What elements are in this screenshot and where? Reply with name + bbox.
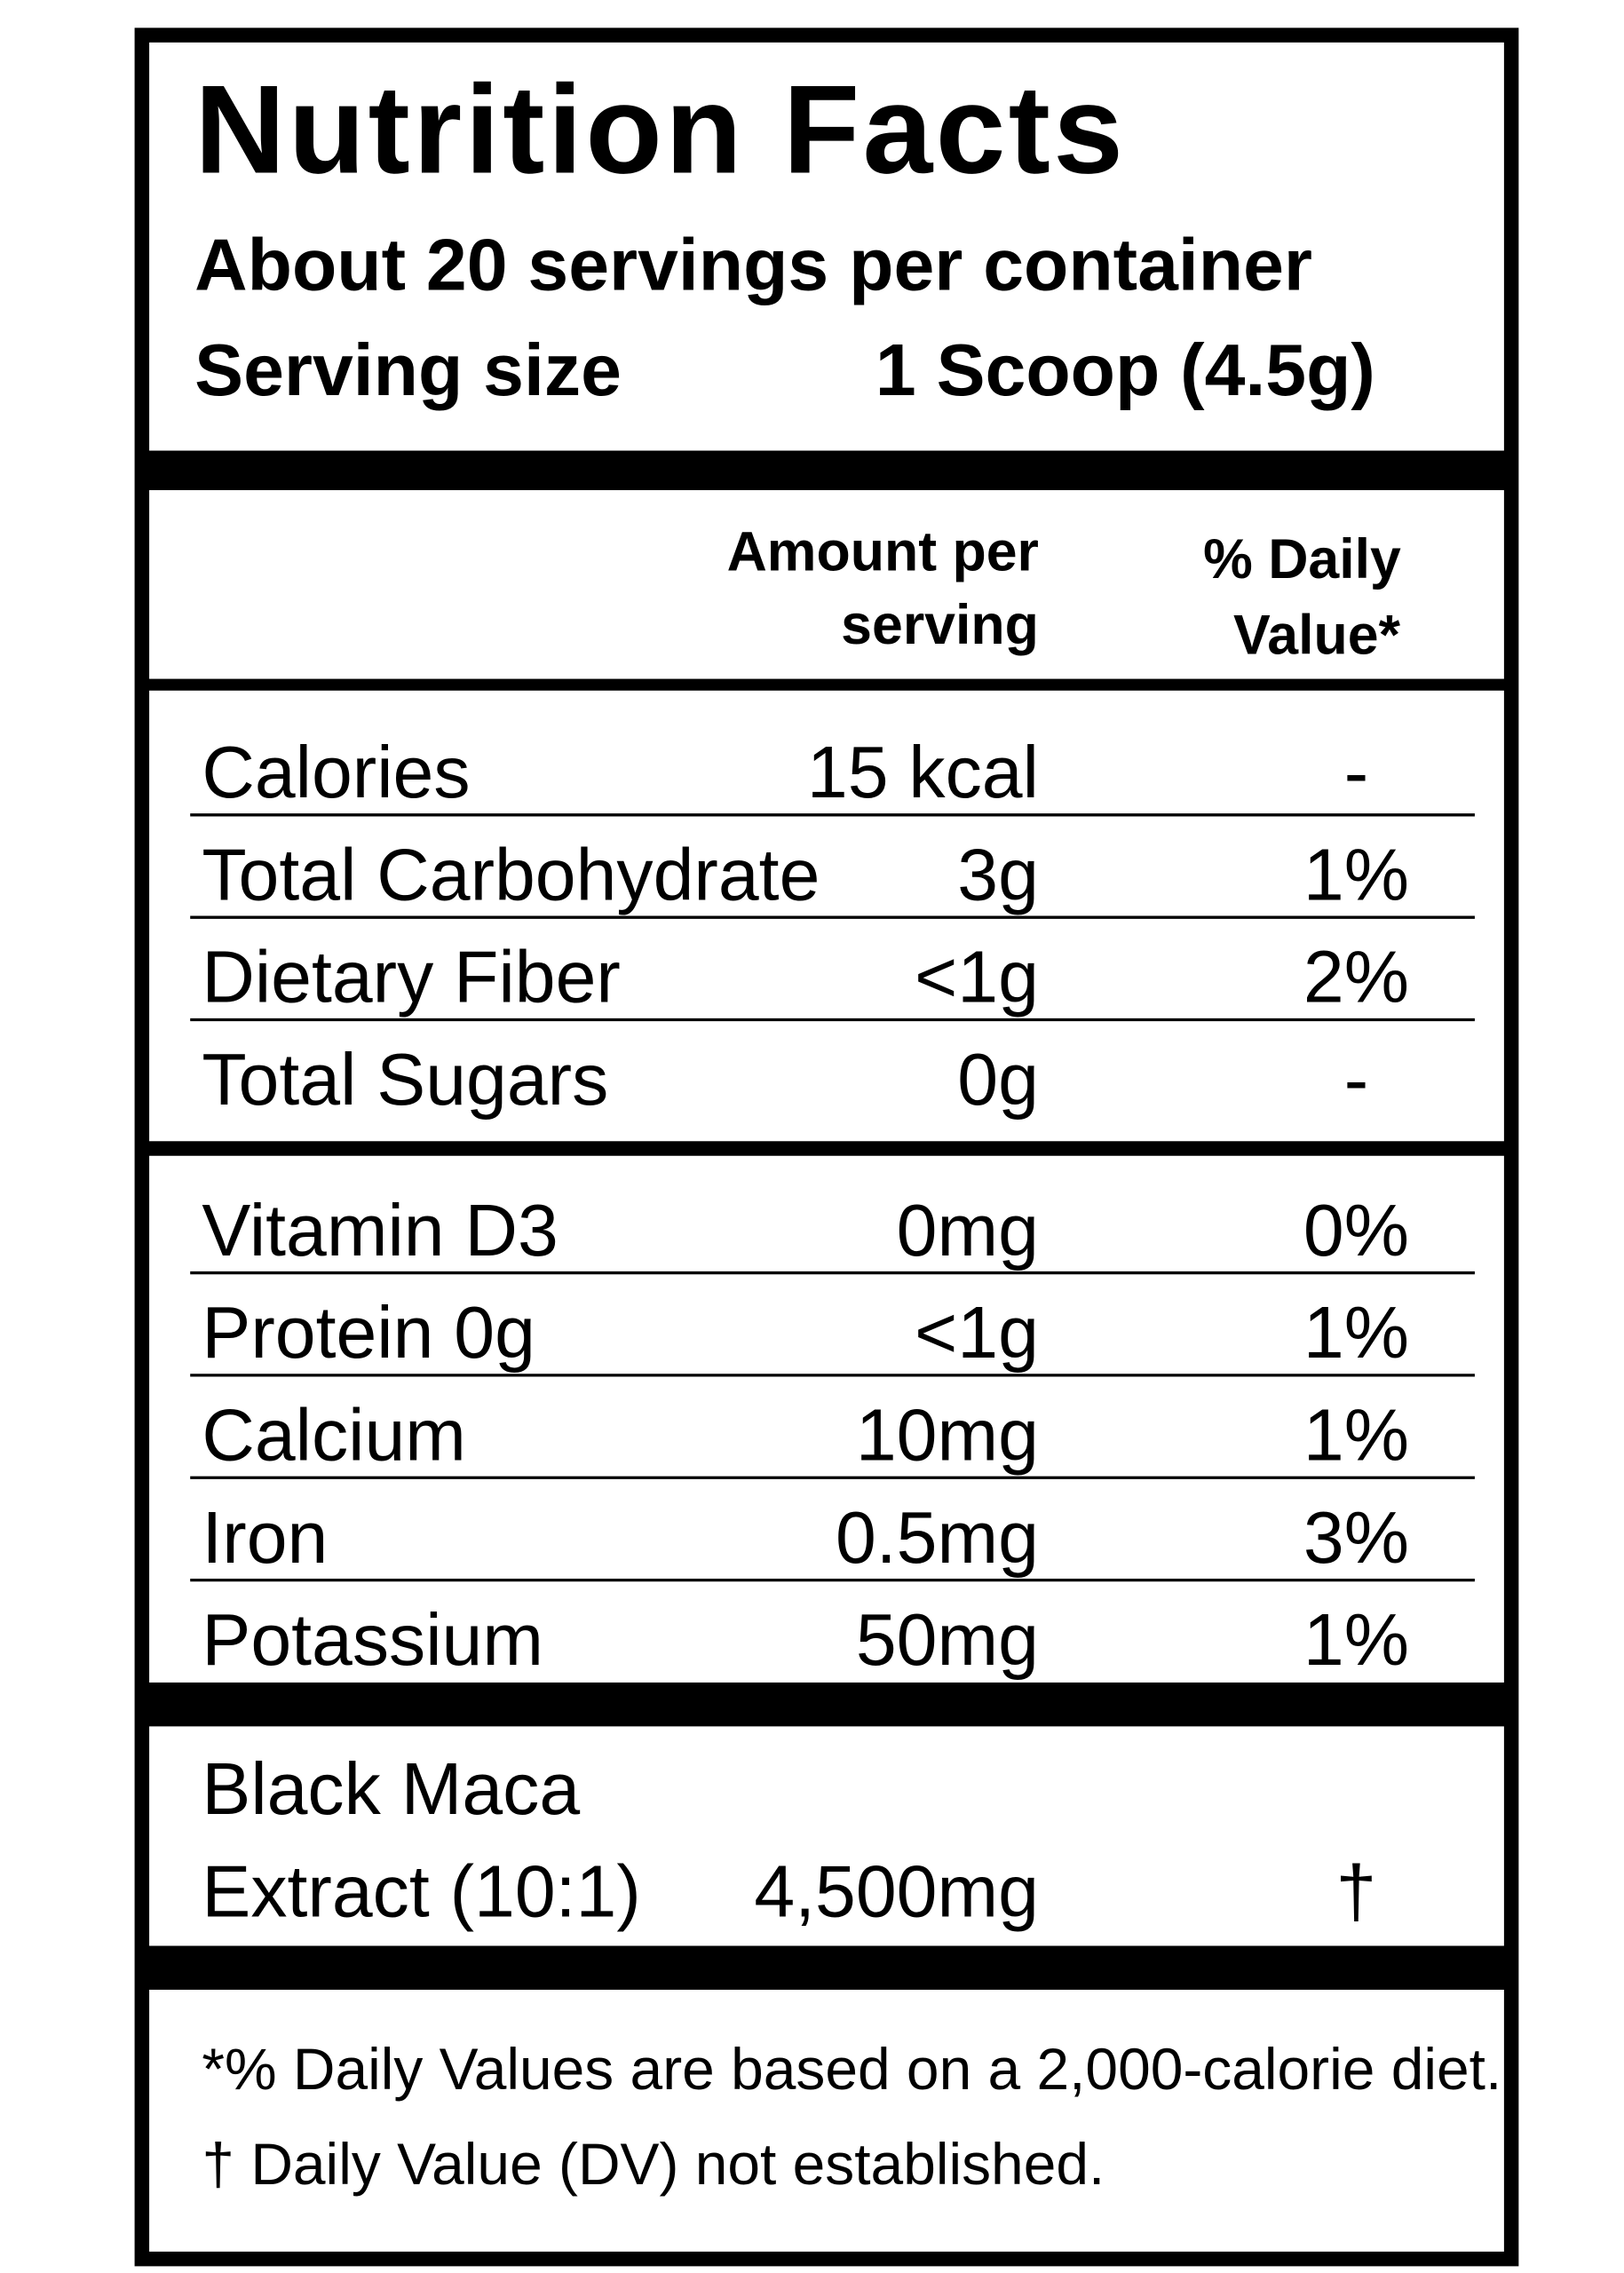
amount: <1g	[915, 1292, 1039, 1374]
amount: 50mg	[856, 1599, 1039, 1681]
divider	[141, 678, 1512, 691]
nutrient-name: Black Maca	[202, 1748, 580, 1830]
amount: 3g	[957, 834, 1039, 915]
daily-value: 1%	[1303, 834, 1409, 915]
amount: 0mg	[897, 1190, 1039, 1271]
daily-value: 2%	[1303, 937, 1409, 1018]
daily-value: 3%	[1303, 1497, 1409, 1579]
nutrient-name: Total Sugars	[202, 1039, 608, 1121]
footnote: *% Daily Values are based on a 2,000-cal…	[202, 2036, 1501, 2102]
amount: 15 kcal	[807, 732, 1039, 813]
nutrient-name: Extract (10:1)	[202, 1851, 640, 1933]
daily-value: 1%	[1303, 1394, 1409, 1476]
nutrient-name: Iron	[202, 1497, 328, 1579]
servings: About 20 servings per container	[194, 224, 1312, 305]
nutrient-name: Calcium	[202, 1394, 466, 1476]
serving-size-label: Serving size	[194, 329, 622, 411]
daily-value: 0%	[1303, 1190, 1409, 1271]
column-header: Amount per	[727, 521, 1039, 583]
amount: 10mg	[856, 1394, 1039, 1476]
amount: 0.5mg	[836, 1497, 1039, 1579]
daily-value: 1%	[1303, 1292, 1409, 1374]
column-header: serving	[841, 594, 1039, 656]
divider	[141, 1141, 1512, 1156]
daily-value: 1%	[1303, 1599, 1409, 1681]
nutrient-name: Vitamin D3	[202, 1190, 558, 1271]
nutrient-name: Protein 0g	[202, 1292, 535, 1374]
nutrient-name: Total Carbohydrate	[202, 834, 820, 915]
daily-value: -	[1344, 732, 1368, 813]
title: Nutrition Facts	[194, 59, 1126, 200]
column-header: Value*	[1233, 605, 1401, 667]
amount: <1g	[915, 937, 1039, 1018]
daily-value: †	[1336, 1851, 1377, 1933]
footnote: † Daily Value (DV) not established.	[202, 2131, 1105, 2197]
serving-size-value: 1 Scoop (4.5g)	[875, 329, 1375, 411]
divider	[141, 1682, 1512, 1727]
nutrient-name: Dietary Fiber	[202, 937, 620, 1018]
column-header: % Daily	[1203, 528, 1401, 590]
amount: 4,500mg	[754, 1851, 1039, 1933]
nutrient-name: Calories	[202, 732, 470, 813]
amount: 0g	[957, 1039, 1039, 1121]
divider	[141, 450, 1512, 491]
divider	[141, 1945, 1512, 1990]
daily-value: -	[1344, 1039, 1368, 1121]
nutrient-name: Potassium	[202, 1599, 543, 1681]
